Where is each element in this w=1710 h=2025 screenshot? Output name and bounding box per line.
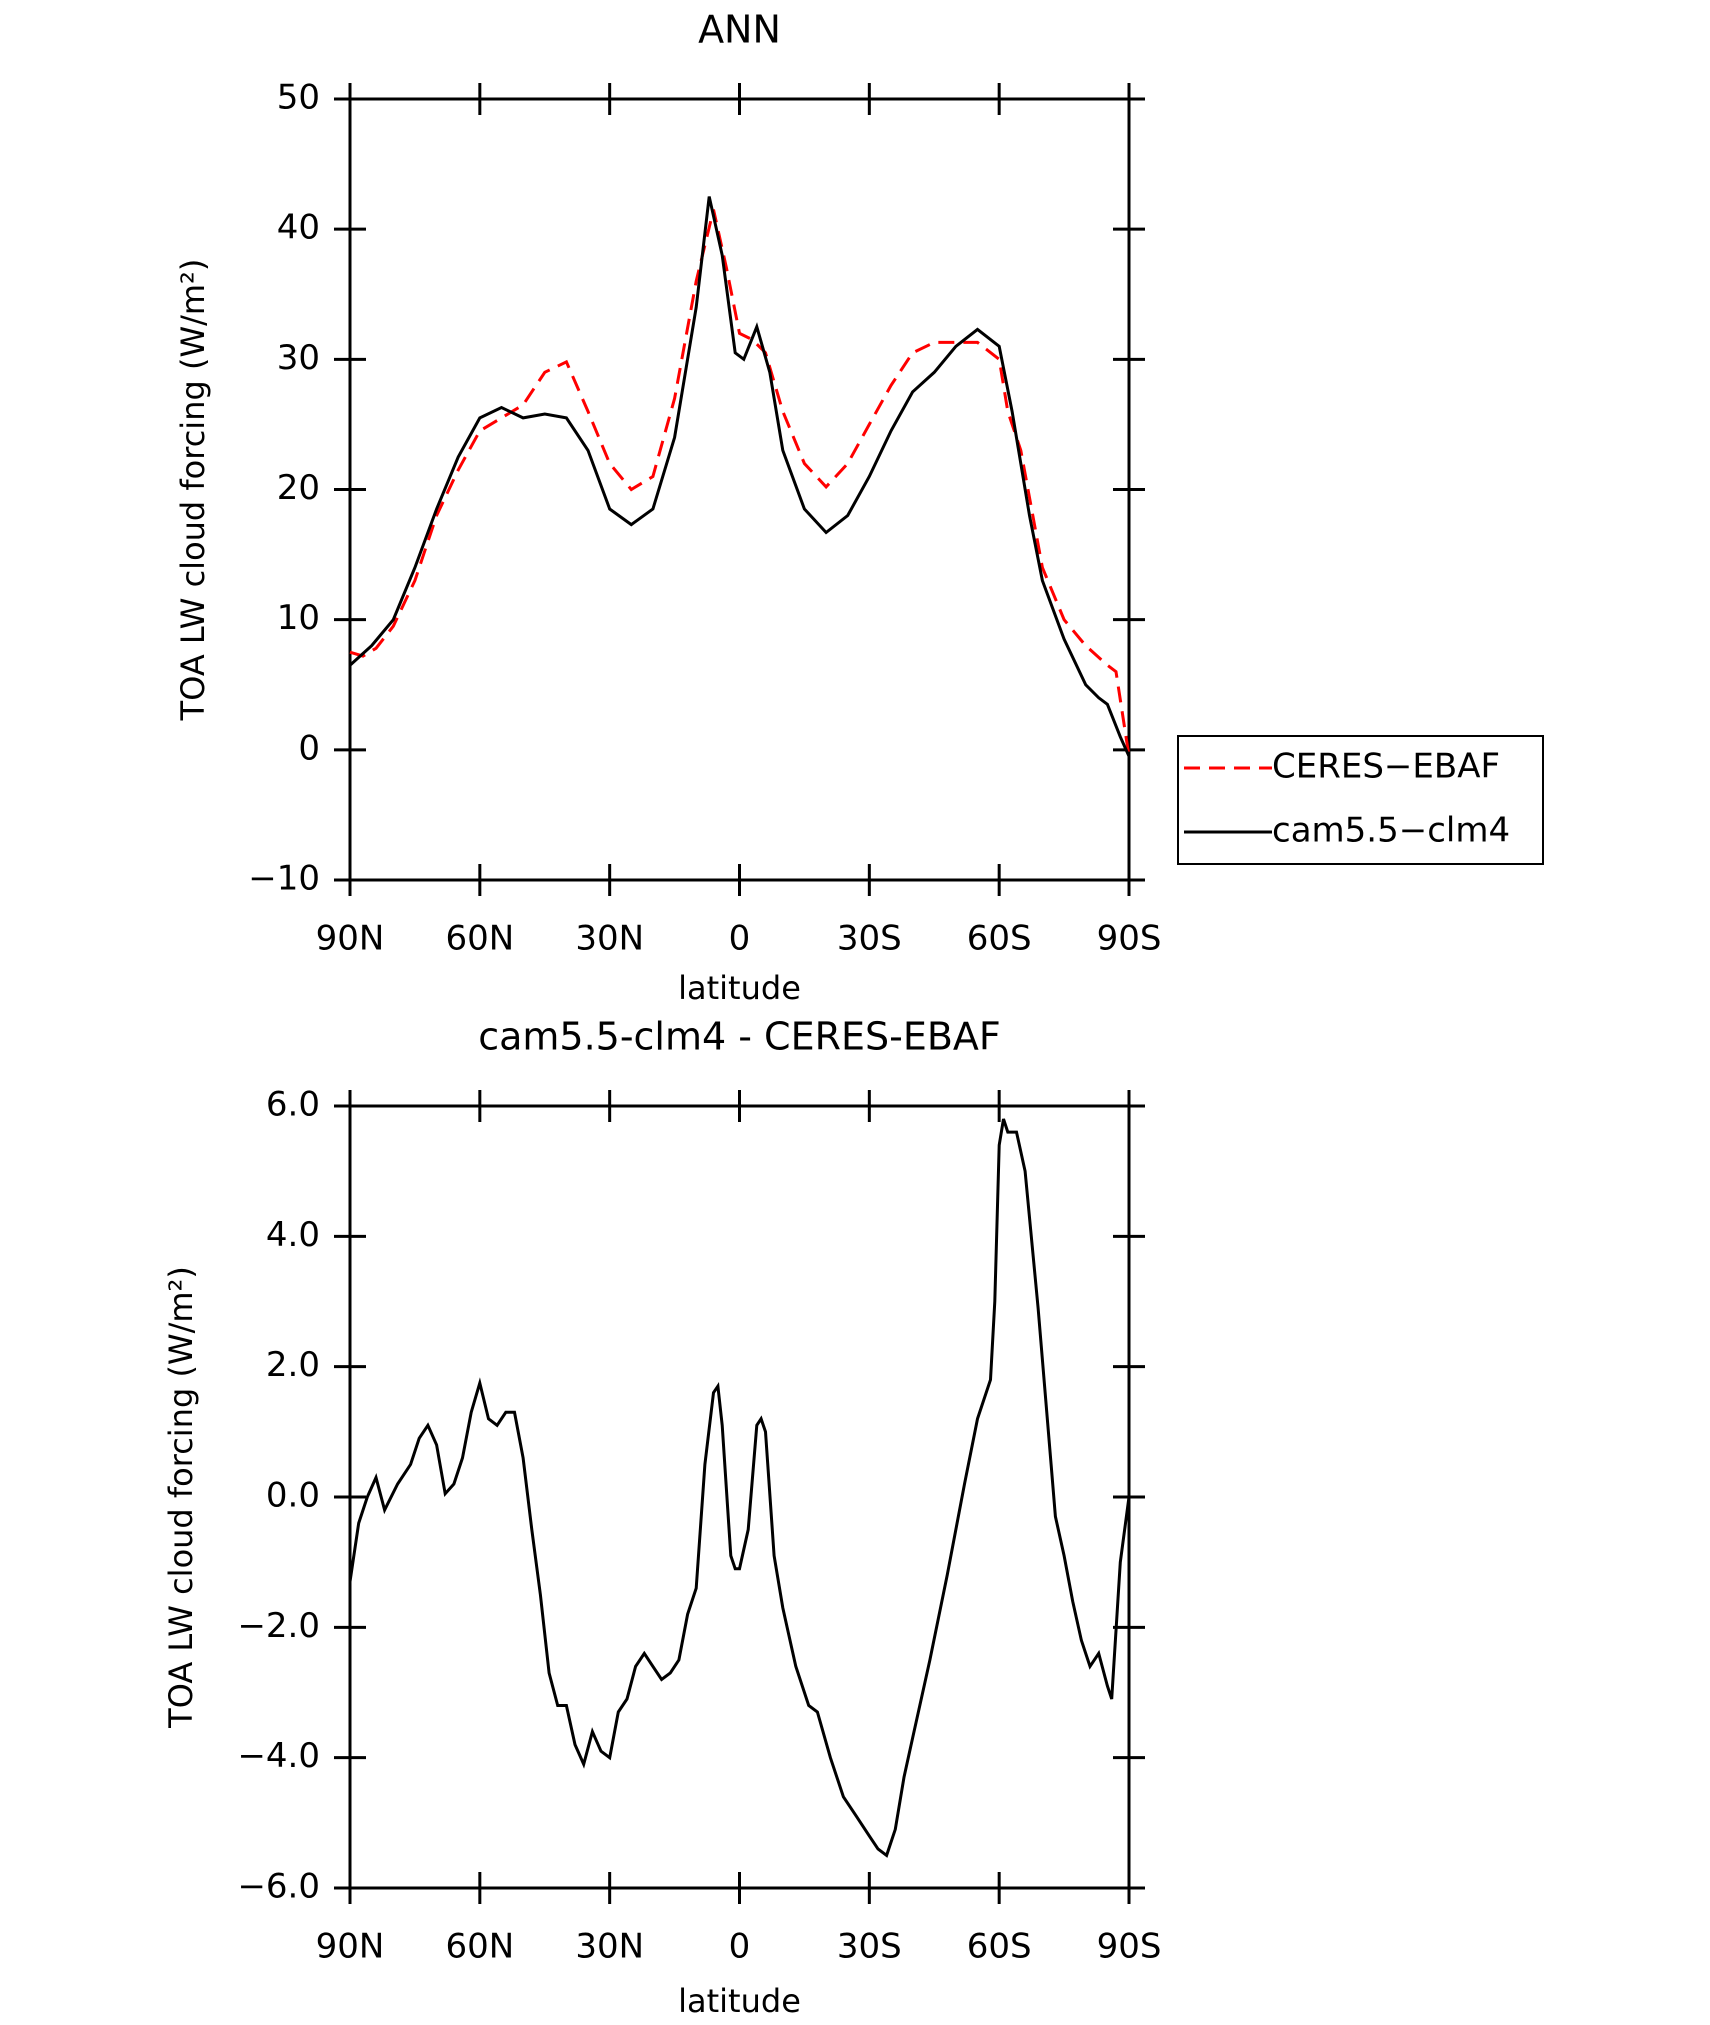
y-tick-label: 0: [298, 728, 320, 768]
x-axis-label: latitude: [678, 969, 801, 1007]
y-axis-label: TOA LW cloud forcing (W/m²): [174, 259, 212, 722]
x-tick-label: 0: [729, 919, 751, 959]
y-tick-label: 10: [277, 598, 320, 638]
x-tick-label: 60N: [445, 1927, 514, 1967]
x-tick-label: 60N: [445, 919, 514, 959]
plot-frame: [348, 1104, 1131, 1890]
x-tick-label: 60S: [967, 1927, 1032, 1967]
y-tick-label: 30: [277, 338, 320, 378]
x-tick-label: 0: [729, 1927, 751, 1967]
y-tick-label: 6.0: [266, 1085, 320, 1125]
y-tick-label: 4.0: [266, 1215, 320, 1255]
y-tick-label: −2.0: [237, 1606, 320, 1646]
x-axis-label: latitude: [678, 1982, 801, 2020]
y-tick-label: 50: [277, 78, 320, 118]
y-tick-label: 20: [277, 468, 320, 508]
data-line: [348, 1118, 1131, 1858]
x-tick-label: 90S: [1097, 919, 1162, 959]
data-line: [348, 196, 1131, 757]
y-tick-label: −10: [248, 859, 320, 899]
x-tick-label: 60S: [967, 919, 1032, 959]
plot-frame: [348, 97, 1131, 882]
x-tick-label: 90N: [316, 1927, 385, 1967]
y-axis-label: TOA LW cloud forcing (W/m²): [162, 1266, 200, 1729]
x-tick-label: 30N: [575, 919, 644, 959]
x-tick-label: 90N: [316, 919, 385, 959]
x-tick-label: 30N: [575, 1927, 644, 1967]
legend-box: [1177, 735, 1544, 865]
y-tick-label: 40: [277, 208, 320, 248]
y-tick-label: −4.0: [237, 1736, 320, 1776]
x-tick-label: 90S: [1097, 1927, 1162, 1967]
legend-label: cam5.5−clm4: [1272, 811, 1510, 851]
y-tick-label: 0.0: [266, 1476, 320, 1516]
chart-title: ANN: [698, 8, 781, 52]
x-tick-label: 30S: [837, 1927, 902, 1967]
y-tick-label: 2.0: [266, 1345, 320, 1385]
y-tick-label: −6.0: [237, 1867, 320, 1907]
chart-title: cam5.5-clm4 - CERES-EBAF: [478, 1015, 1001, 1059]
legend-label: CERES−EBAF: [1272, 747, 1500, 787]
data-line: [349, 209, 1131, 757]
x-tick-label: 30S: [837, 919, 902, 959]
